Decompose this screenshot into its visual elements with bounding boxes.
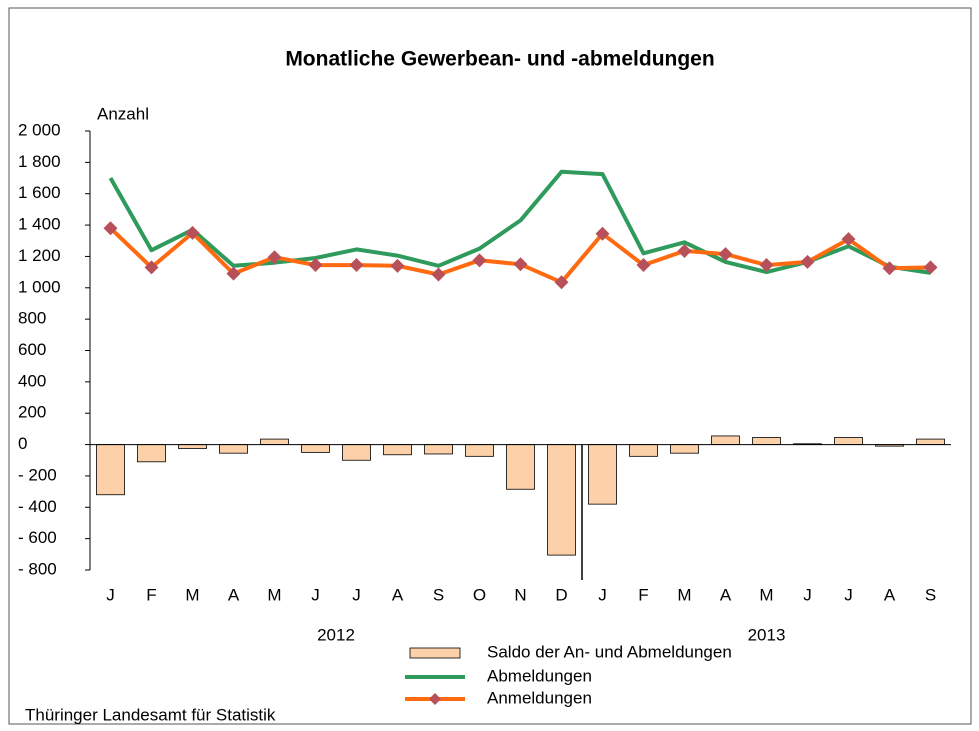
x-tick-label: M — [185, 585, 199, 604]
x-tick-label: A — [228, 585, 240, 604]
marker — [677, 243, 692, 258]
legend-label: Abmeldungen — [487, 666, 592, 685]
marker — [390, 258, 405, 273]
x-tick-label: S — [433, 585, 444, 604]
x-tick-label: A — [392, 585, 404, 604]
y-tick-label: - 400 — [18, 497, 57, 516]
y-tick-label: - 600 — [18, 528, 57, 547]
x-tick-label: F — [146, 585, 156, 604]
x-tick-label: J — [106, 585, 115, 604]
y-axis-label: Anzahl — [97, 104, 149, 123]
y-tick-label: 400 — [18, 371, 46, 390]
x-tick-label: A — [720, 585, 732, 604]
bar — [260, 438, 289, 445]
y-tick-label: 1 200 — [18, 246, 61, 265]
x-tick-label: J — [598, 585, 607, 604]
bar — [588, 444, 617, 505]
marker — [267, 250, 282, 265]
y-tick-label: 1 800 — [18, 152, 61, 171]
bar — [752, 437, 781, 445]
y-tick-label: 0 — [18, 434, 27, 453]
marker — [595, 226, 610, 241]
x-tick-label: M — [677, 585, 691, 604]
x-tick-label: J — [311, 585, 320, 604]
bar — [547, 444, 576, 556]
chart-border — [8, 7, 972, 725]
bar — [301, 444, 330, 453]
y-tick-label: - 800 — [18, 559, 57, 578]
marker — [349, 258, 364, 273]
bar — [383, 444, 412, 456]
x-tick-label: M — [267, 585, 281, 604]
x-tick-label: O — [473, 585, 486, 604]
bar — [834, 437, 863, 445]
legend-swatch — [409, 647, 461, 659]
marker — [144, 260, 159, 275]
marker — [513, 257, 528, 272]
x-tick-label: A — [884, 585, 896, 604]
x-tick-label: D — [555, 585, 567, 604]
bar — [629, 444, 658, 457]
marker — [882, 261, 897, 276]
bar — [465, 444, 494, 457]
marker — [431, 267, 446, 282]
bar — [424, 444, 453, 455]
x-tick-label: S — [925, 585, 936, 604]
year-label: 2012 — [317, 625, 355, 644]
marker — [554, 275, 569, 290]
bar — [342, 444, 371, 461]
y-tick-label: 600 — [18, 340, 46, 359]
y-tick-label: 1 600 — [18, 183, 61, 202]
bar — [506, 444, 535, 490]
x-tick-label: J — [803, 585, 812, 604]
marker — [185, 225, 200, 240]
bar — [219, 444, 248, 454]
bar — [711, 435, 740, 445]
y-tick-label: 1 400 — [18, 215, 61, 234]
bar — [96, 444, 125, 496]
marker — [759, 258, 774, 273]
bar — [178, 444, 207, 449]
y-tick-label: 1 000 — [18, 277, 61, 296]
y-tick-label: 800 — [18, 309, 46, 328]
bar — [137, 444, 166, 463]
x-tick-label: N — [514, 585, 526, 604]
y-tick-label: 200 — [18, 403, 46, 422]
marker — [226, 266, 241, 281]
marker — [103, 221, 118, 236]
bar — [670, 444, 699, 454]
x-tick-label: J — [352, 585, 361, 604]
year-label: 2013 — [748, 625, 786, 644]
marker — [718, 247, 733, 262]
x-tick-label: M — [759, 585, 773, 604]
marker — [636, 258, 651, 273]
x-tick-label: J — [844, 585, 853, 604]
bar — [916, 438, 945, 445]
y-tick-label: 2 000 — [18, 120, 61, 139]
legend-label: Saldo der An- und Abmeldungen — [487, 642, 732, 661]
legend-marker — [429, 693, 441, 705]
y-tick-label: - 200 — [18, 465, 57, 484]
chart-title: Monatliche Gewerbean- und -abmeldungen — [285, 48, 714, 71]
marker — [923, 260, 938, 275]
x-tick-label: F — [638, 585, 648, 604]
marker — [472, 253, 487, 268]
source: Thüringer Landesamt für Statistik — [25, 705, 276, 724]
marker — [841, 232, 856, 247]
marker — [800, 254, 815, 269]
line — [108, 169, 931, 275]
marker — [308, 258, 323, 273]
legend-label: Anmeldungen — [487, 688, 592, 707]
